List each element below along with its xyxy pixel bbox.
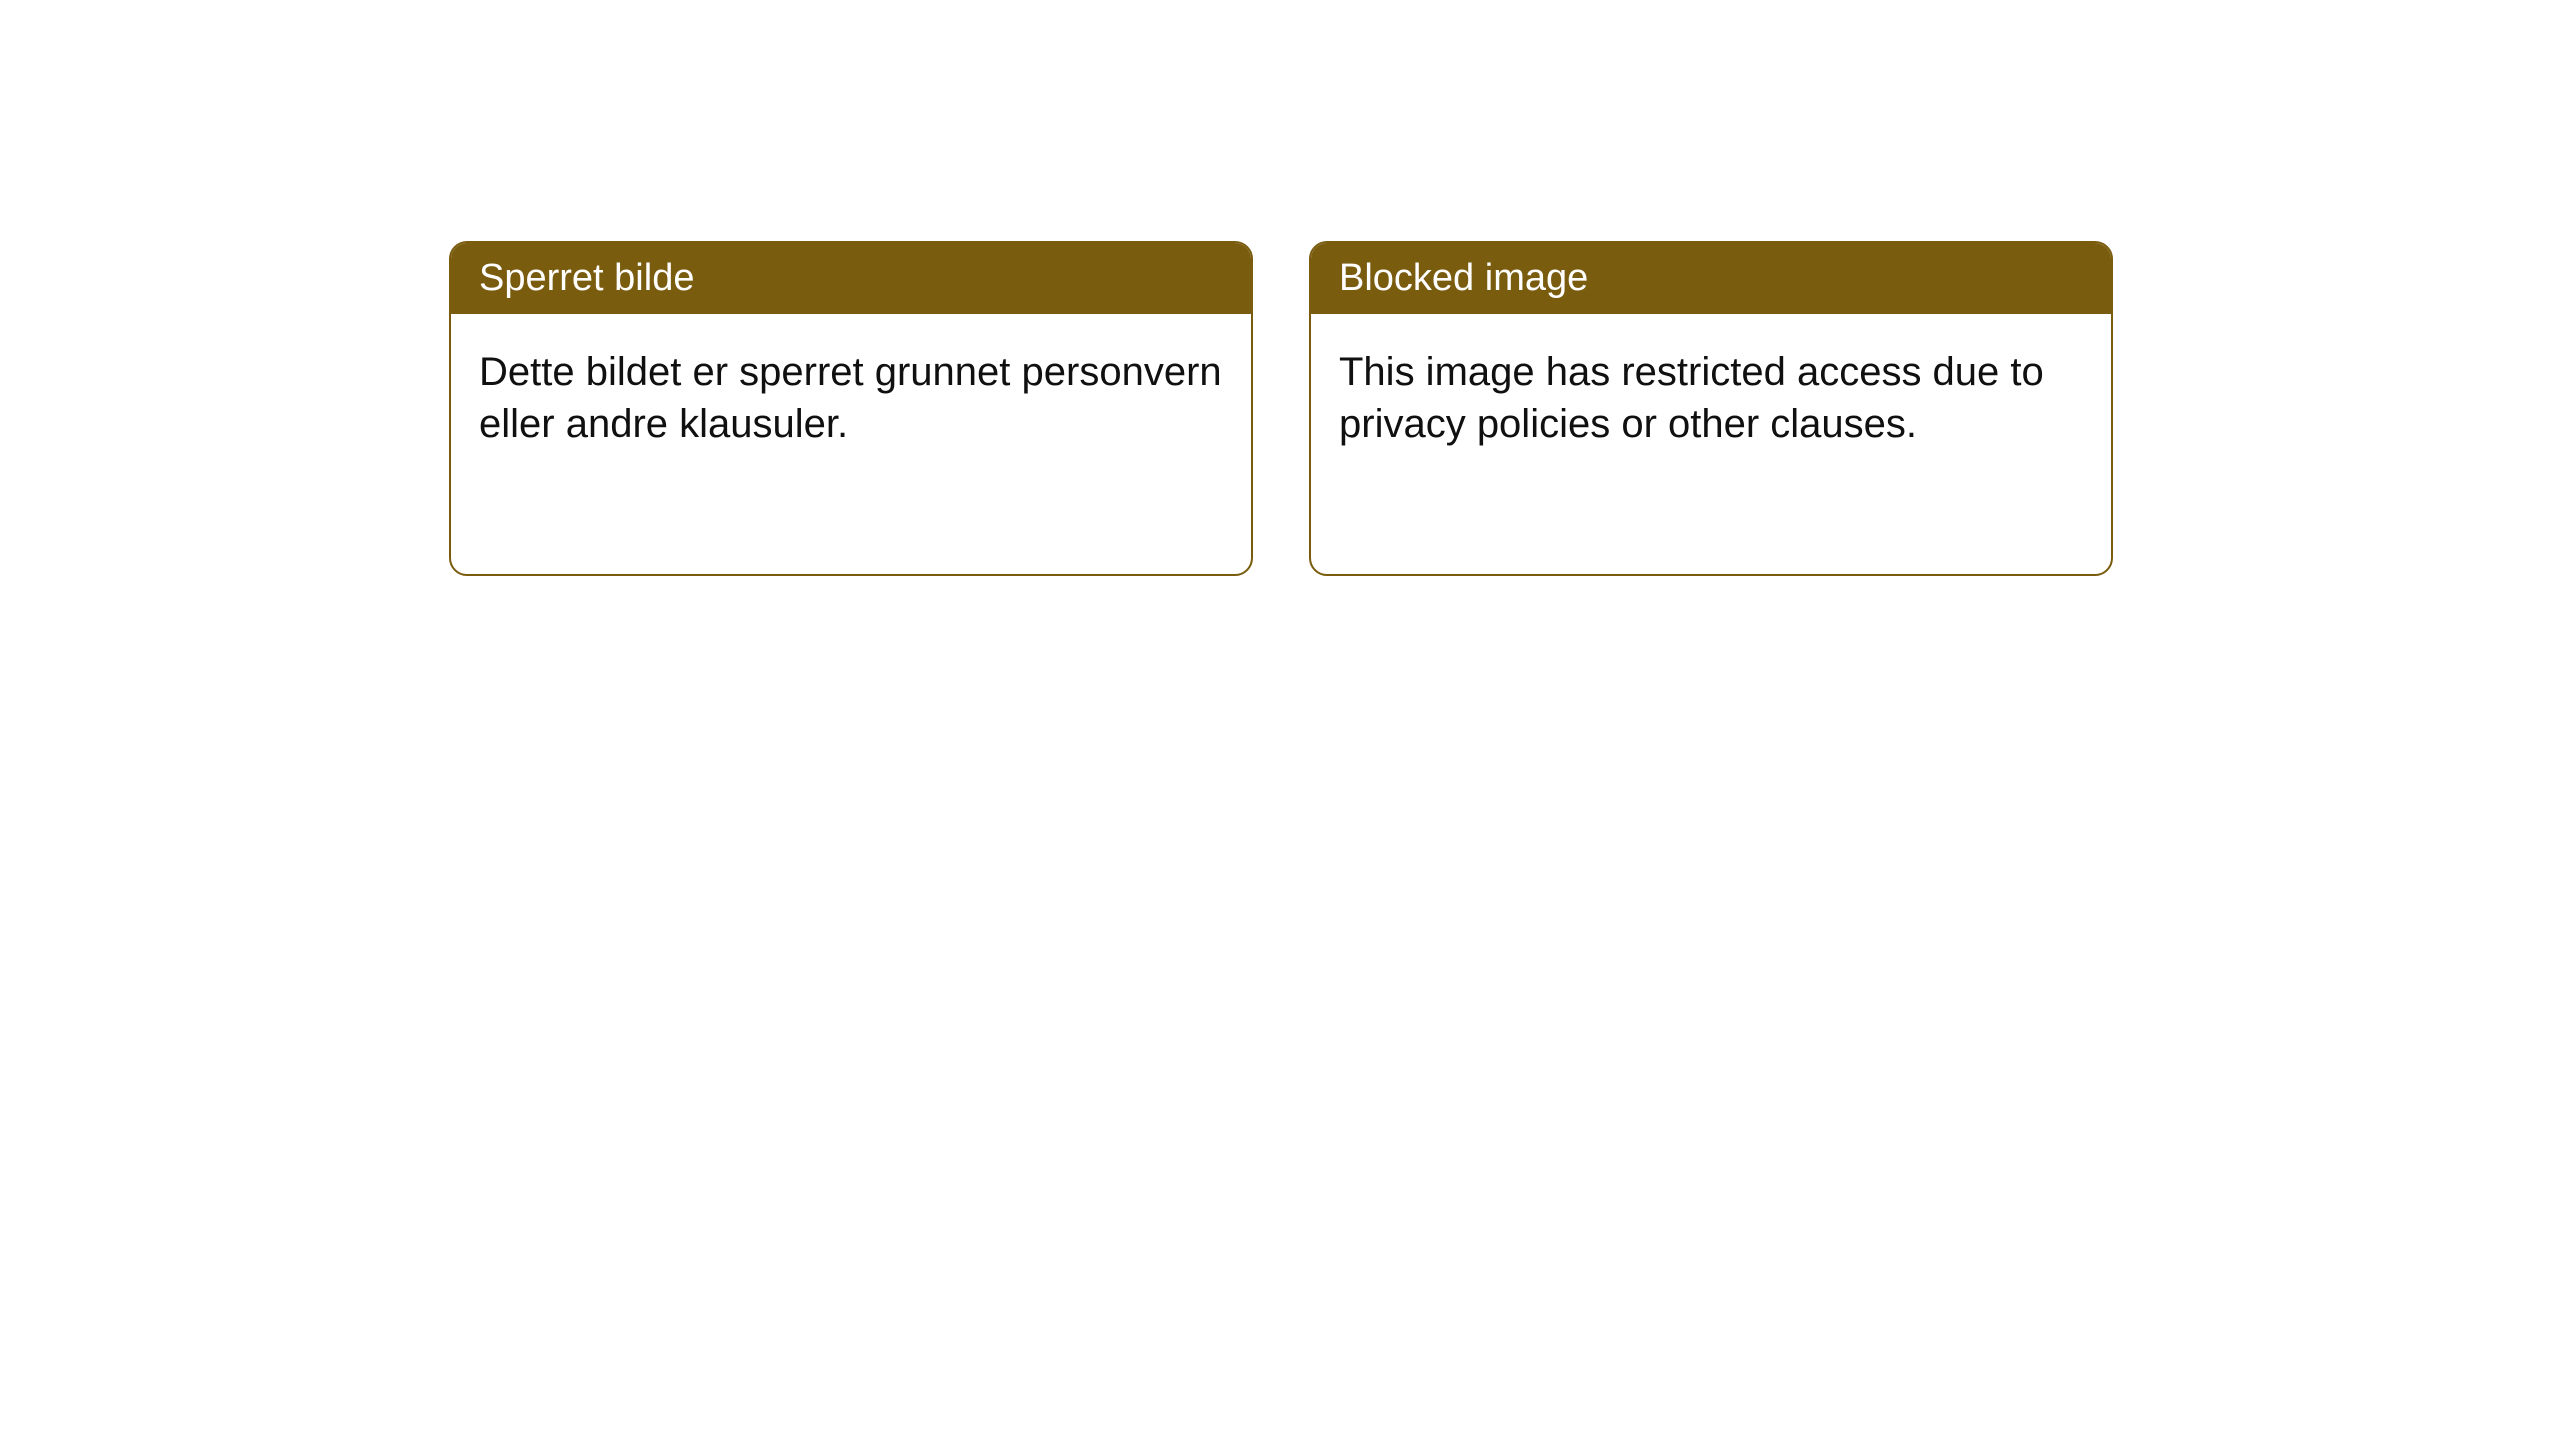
notice-card-norwegian: Sperret bilde Dette bildet er sperret gr…	[449, 241, 1253, 576]
card-header: Blocked image	[1311, 243, 2111, 314]
card-title: Blocked image	[1339, 257, 1588, 299]
card-body: This image has restricted access due to …	[1311, 314, 2111, 482]
card-title: Sperret bilde	[479, 257, 694, 299]
card-body: Dette bildet er sperret grunnet personve…	[451, 314, 1251, 482]
card-header: Sperret bilde	[451, 243, 1251, 314]
notice-container: Sperret bilde Dette bildet er sperret gr…	[449, 241, 2113, 576]
notice-card-english: Blocked image This image has restricted …	[1309, 241, 2113, 576]
card-body-text: This image has restricted access due to …	[1339, 350, 2044, 446]
card-body-text: Dette bildet er sperret grunnet personve…	[479, 350, 1222, 446]
